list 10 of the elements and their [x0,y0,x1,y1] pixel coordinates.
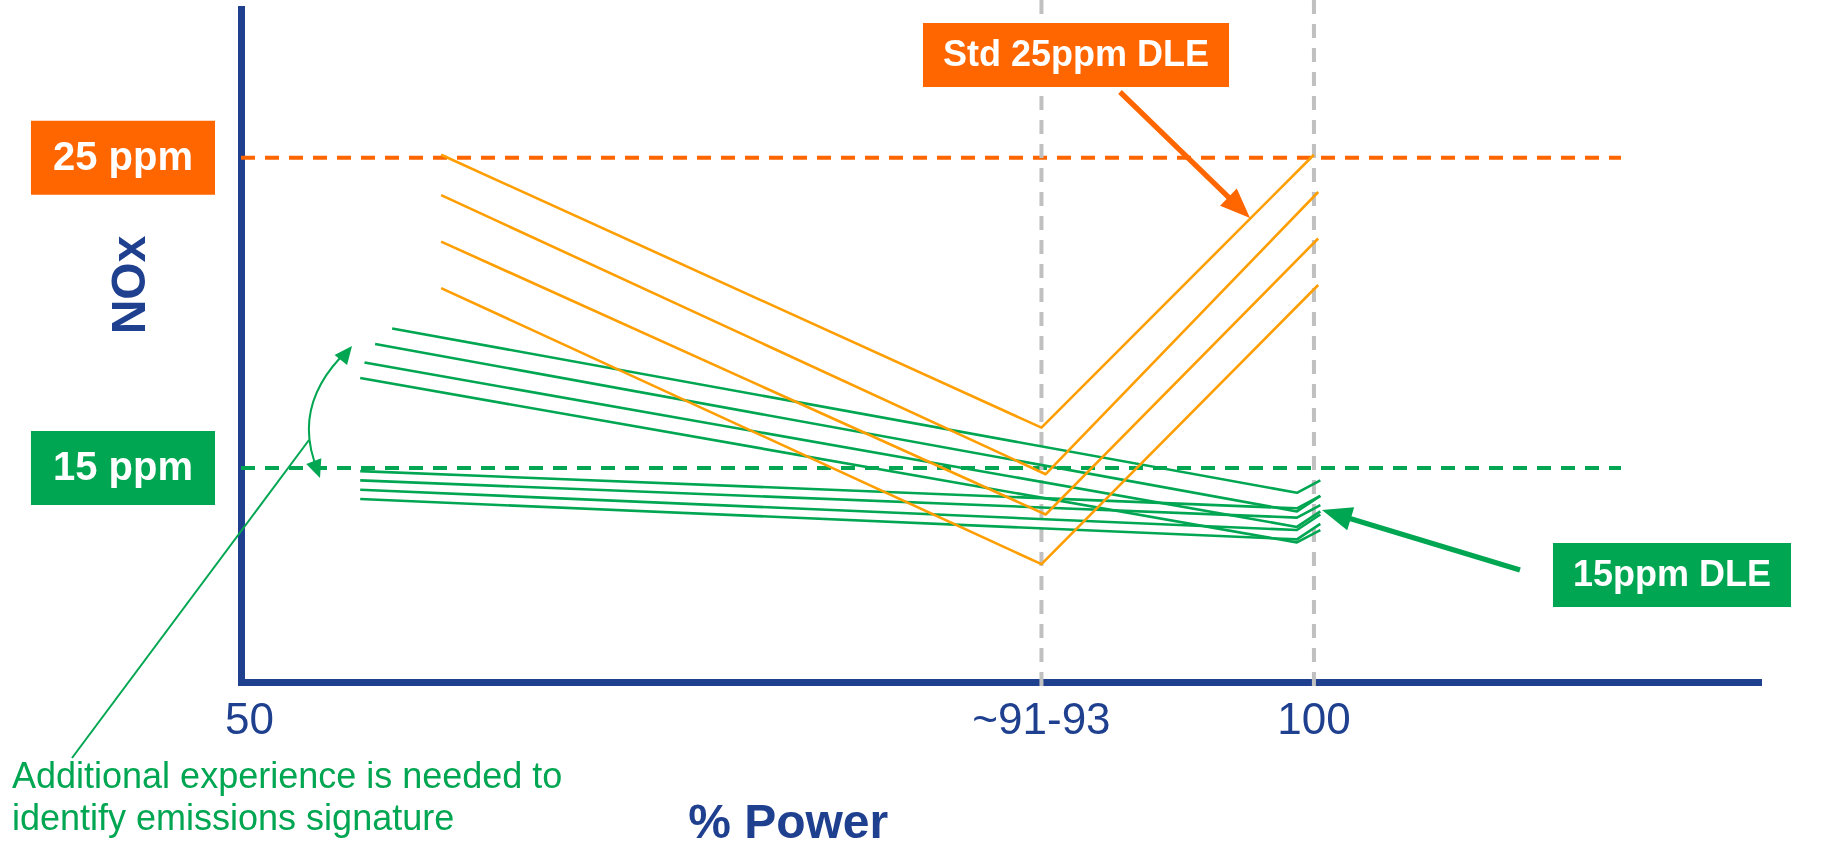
y-tick-label: 15 ppm [52,444,193,489]
annotation: 15ppm DLE [1572,552,1772,594]
x-axis-title: % Power [688,795,889,846]
x-tick-label: ~91-93 [972,694,1111,744]
text: Additional experience is needed to identify emissions signature [12,755,563,838]
x-tick-label: 100 [1277,694,1351,744]
x-tick-label: 50 [225,694,274,744]
y-axis-title: NOx [102,235,156,335]
y-tick-label: 25 ppm [52,133,193,178]
annotation: Std 25ppm DLE [942,32,1210,74]
